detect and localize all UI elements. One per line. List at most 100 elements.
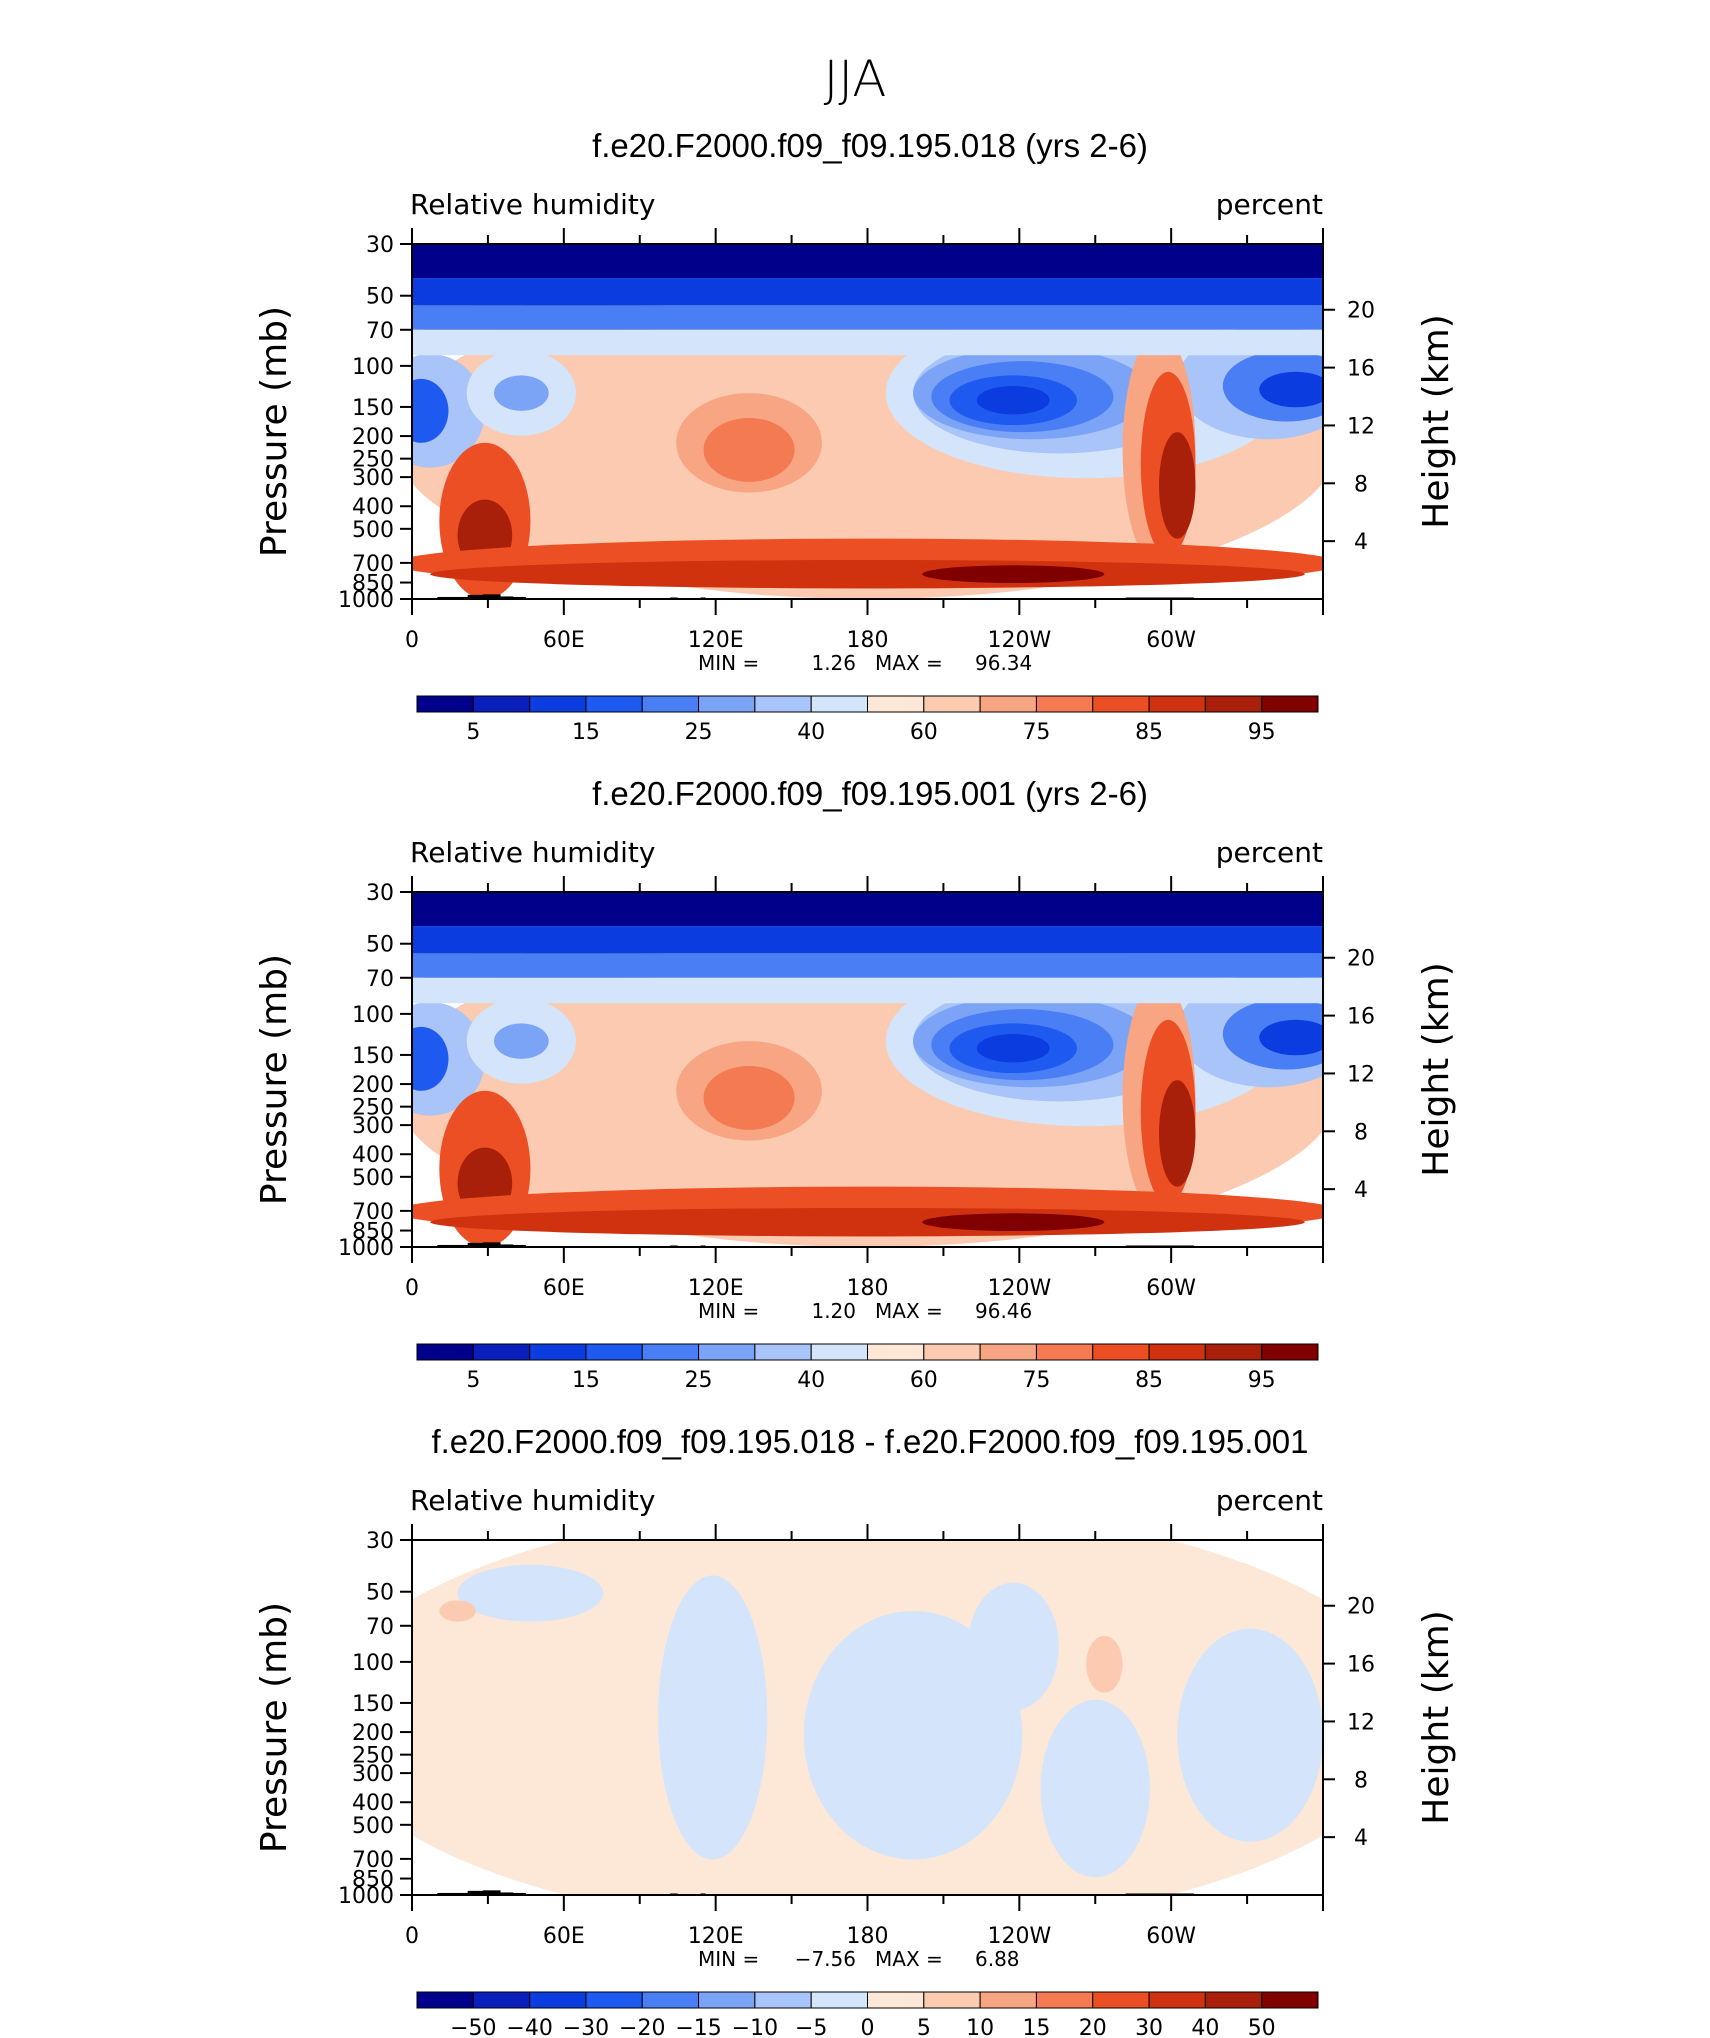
contour-band — [439, 1600, 476, 1622]
colorbar-label: 15 — [1022, 2016, 1050, 2038]
colorbar-box — [1204, 1991, 1263, 2009]
y-right-tick-label: 8 — [1354, 1120, 1368, 1145]
x-tick-label: 180 — [847, 628, 889, 653]
colorbar-box — [754, 1343, 812, 1361]
colorbar-box — [867, 695, 925, 713]
strat-band — [412, 926, 1323, 954]
y-tick-label: 850 — [352, 1220, 394, 1245]
orography — [500, 596, 514, 599]
colorbar-box — [867, 1991, 925, 2009]
orography — [482, 594, 501, 599]
min-label: MIN = — [698, 1947, 759, 1971]
x-tick-label: 60W — [1146, 1276, 1196, 1301]
colorbar-label: 5 — [466, 1368, 480, 1393]
colorbar-box — [979, 695, 1037, 713]
contour-field — [412, 244, 1323, 599]
colorbar-label: 15 — [572, 720, 600, 745]
y-tick-label: 400 — [352, 1143, 394, 1168]
min-label: MIN = — [698, 1299, 759, 1323]
colorbar-box — [923, 1343, 981, 1361]
contour-band — [703, 1065, 795, 1130]
colorbar-box — [1092, 1991, 1150, 2009]
max-label: MAX = — [875, 1299, 943, 1323]
max-value: 6.88 — [975, 1947, 1020, 1971]
y-right-tick-label: 12 — [1347, 1062, 1375, 1087]
colorbar-box — [1035, 695, 1094, 713]
y-tick-label: 700 — [352, 552, 394, 577]
strat-band — [412, 329, 1323, 356]
y-right-tick-label: 16 — [1347, 1653, 1375, 1678]
x-tick-label: 120E — [688, 1924, 744, 1949]
colorbar-label: 50 — [1248, 2016, 1276, 2038]
y-tick-label: 150 — [352, 396, 394, 421]
colorbar-box — [585, 1343, 643, 1361]
colorbar-box — [1092, 1343, 1150, 1361]
colorbar-label: 95 — [1248, 1368, 1276, 1393]
colorbar-label: 0 — [861, 2016, 875, 2038]
y-right-axis-title: Height (km) — [1416, 962, 1457, 1176]
colorbar-box — [1148, 1991, 1206, 2009]
y-tick-label: 400 — [352, 495, 394, 520]
colorbar-box — [641, 1343, 700, 1361]
y-right-tick-label: 20 — [1347, 299, 1375, 324]
colorbar-label: 95 — [1248, 720, 1276, 745]
y-tick-label: 30 — [366, 881, 394, 906]
colorbar-label: −40 — [506, 2016, 552, 2038]
colorbar-box — [641, 695, 700, 713]
y-tick-label: 500 — [352, 518, 394, 543]
y-tick-label: 850 — [352, 572, 394, 597]
contour-band — [976, 1034, 1050, 1063]
colorbar-box — [1204, 695, 1263, 713]
y-right-tick-label: 12 — [1347, 414, 1375, 439]
strat-band — [412, 892, 1323, 927]
colorbar-box — [1035, 1991, 1094, 2009]
y-tick-label: 500 — [352, 1166, 394, 1191]
strat-band — [412, 977, 1323, 1004]
colorbar-box — [979, 1991, 1037, 2009]
min-value: −7.56 — [795, 1947, 856, 1971]
contour-band — [922, 565, 1105, 584]
colorbar-box — [979, 1343, 1037, 1361]
x-tick-label: 0 — [405, 1924, 419, 1949]
x-tick-label: 120E — [688, 1276, 744, 1301]
y-tick-label: 200 — [352, 1073, 394, 1098]
colorbar-box — [810, 695, 868, 713]
colorbar-box — [472, 695, 531, 713]
contour-band — [803, 1611, 1023, 1860]
units-label: percent — [1216, 1484, 1323, 1517]
y-right-tick-label: 16 — [1347, 1005, 1375, 1030]
y-tick-label: 70 — [366, 1615, 394, 1640]
orography — [467, 594, 488, 599]
x-tick-label: 0 — [405, 1276, 419, 1301]
y-tick-label: 700 — [352, 1848, 394, 1873]
y-tick-label: 70 — [366, 319, 394, 344]
figure-title: JJA — [824, 50, 887, 108]
colorbar-label: 85 — [1135, 1368, 1163, 1393]
x-tick-label: 60E — [543, 1924, 585, 1949]
y-tick-label: 1000 — [338, 588, 394, 613]
contour-band — [430, 1207, 1305, 1237]
colorbar-label: 75 — [1022, 1368, 1050, 1393]
y-tick-label: 50 — [366, 1581, 394, 1606]
colorbar-box — [1148, 695, 1206, 713]
y-right-tick-label: 12 — [1347, 1710, 1375, 1735]
colorbar-box — [1261, 1343, 1319, 1361]
x-tick-label: 120E — [688, 628, 744, 653]
colorbar-box — [1148, 1343, 1206, 1361]
y-tick-label: 100 — [352, 1651, 394, 1676]
contour-band — [1177, 1628, 1323, 1842]
colorbar-box — [923, 695, 981, 713]
y-tick-label: 150 — [352, 1692, 394, 1717]
y-right-tick-label: 16 — [1347, 357, 1375, 382]
x-tick-label: 180 — [847, 1276, 889, 1301]
y-axis-title: Pressure (mb) — [254, 954, 295, 1205]
colorbar-box — [754, 695, 812, 713]
colorbar-box — [416, 1343, 474, 1361]
orography — [482, 1242, 501, 1247]
colorbar-box — [810, 1991, 868, 2009]
y-tick-label: 70 — [366, 967, 394, 992]
y-tick-label: 30 — [366, 233, 394, 258]
panel-title: f.e20.F2000.f09_f09.195.001 (yrs 2-6) — [592, 775, 1148, 812]
colorbar-box — [416, 695, 474, 713]
x-tick-label: 120W — [987, 1276, 1051, 1301]
